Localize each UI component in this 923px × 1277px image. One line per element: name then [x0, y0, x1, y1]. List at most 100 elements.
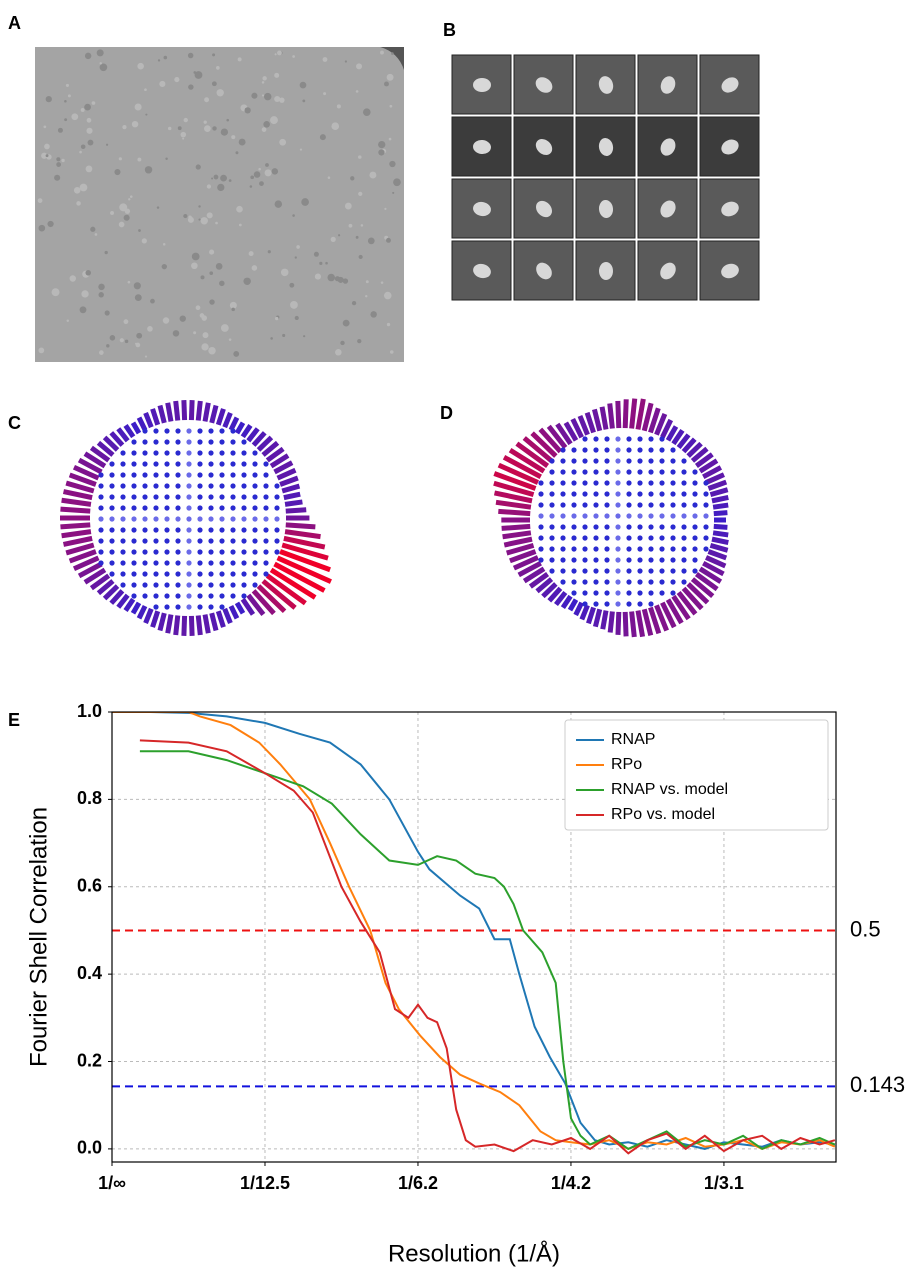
speckle [358, 191, 363, 196]
view-dot [670, 502, 676, 508]
speckle [193, 331, 197, 335]
view-ray [654, 604, 669, 632]
speckle [342, 278, 349, 284]
speckle [274, 200, 283, 208]
view-ray [150, 610, 161, 628]
legend-label: RNAP vs. model [611, 781, 728, 798]
view-ray [130, 601, 142, 615]
speckle [279, 97, 285, 103]
view-dot [648, 480, 654, 486]
panel-label: C [8, 413, 21, 433]
view-dot [615, 601, 621, 607]
view-dot [670, 524, 676, 530]
speckle [344, 60, 347, 63]
speckle [86, 127, 93, 134]
view-dot [230, 494, 236, 500]
speckle [66, 319, 70, 322]
view-ray [283, 535, 326, 550]
speckle [282, 333, 286, 338]
view-dot [208, 494, 214, 500]
view-dot [241, 483, 247, 489]
view-dot [241, 593, 247, 599]
speckle [251, 92, 258, 99]
view-dot [571, 491, 577, 497]
speckle [54, 174, 61, 181]
view-dot [274, 505, 280, 511]
view-ray [622, 399, 629, 429]
speckle [191, 252, 200, 261]
speckle [188, 84, 194, 90]
view-dot [560, 535, 566, 541]
view-ray [541, 582, 558, 599]
view-dot [219, 461, 225, 467]
view-ray [284, 529, 321, 540]
particle [721, 77, 739, 93]
view-dot [208, 593, 214, 599]
view-dot [219, 593, 225, 599]
view-dot [219, 428, 225, 434]
speckle [64, 99, 67, 103]
view-ray [195, 400, 203, 421]
speckle [64, 118, 68, 122]
view-dot [648, 546, 654, 552]
view-dot [208, 428, 214, 434]
speckle [235, 151, 239, 155]
view-dot [571, 480, 577, 486]
view-dot [670, 535, 676, 541]
view-ray [234, 421, 246, 435]
view-dot [153, 571, 159, 577]
view-dot [263, 461, 269, 467]
speckle [302, 99, 306, 103]
view-dot [626, 535, 632, 541]
speckle [183, 213, 188, 219]
view-dot [659, 513, 665, 519]
view-dot [142, 428, 148, 434]
view-dot [615, 502, 621, 508]
y-tick-label: 0.4 [77, 963, 102, 983]
view-dot [670, 557, 676, 563]
view-ray [123, 424, 136, 439]
view-ray [560, 594, 573, 609]
speckle [389, 350, 394, 354]
speckle [135, 342, 141, 348]
view-ray [676, 590, 698, 616]
legend-label: RPo [611, 756, 642, 773]
speckle [367, 237, 375, 245]
view-dot [252, 494, 258, 500]
view-dot [703, 513, 709, 519]
view-dot [175, 582, 181, 588]
view-dot [593, 436, 599, 442]
view-ray [234, 601, 246, 615]
speckle [44, 143, 50, 150]
view-ray [261, 440, 280, 457]
view-dot [670, 447, 676, 453]
view-dot [142, 450, 148, 456]
speckle [389, 160, 396, 168]
view-dot [593, 491, 599, 497]
view-dot [175, 604, 181, 610]
view-ray [222, 607, 233, 624]
particle [721, 263, 739, 279]
view-dot [109, 560, 115, 566]
view-dot [120, 472, 126, 478]
micrograph [35, 47, 404, 362]
view-dot [637, 601, 643, 607]
view-dot [593, 601, 599, 607]
view-dot [615, 458, 621, 464]
view-dot [560, 502, 566, 508]
speckle [157, 59, 161, 62]
view-dot [252, 472, 258, 478]
speckle [251, 265, 258, 271]
view-ray [530, 431, 558, 458]
speckle [378, 149, 385, 156]
view-dot [120, 450, 126, 456]
speckle [144, 88, 147, 92]
view-ray [202, 402, 211, 422]
speckle [201, 343, 209, 351]
view-dot [252, 582, 258, 588]
view-dot [175, 472, 181, 478]
particle [660, 262, 676, 280]
view-dot [197, 472, 203, 478]
view-ray [283, 491, 301, 501]
view-ray [546, 424, 568, 450]
